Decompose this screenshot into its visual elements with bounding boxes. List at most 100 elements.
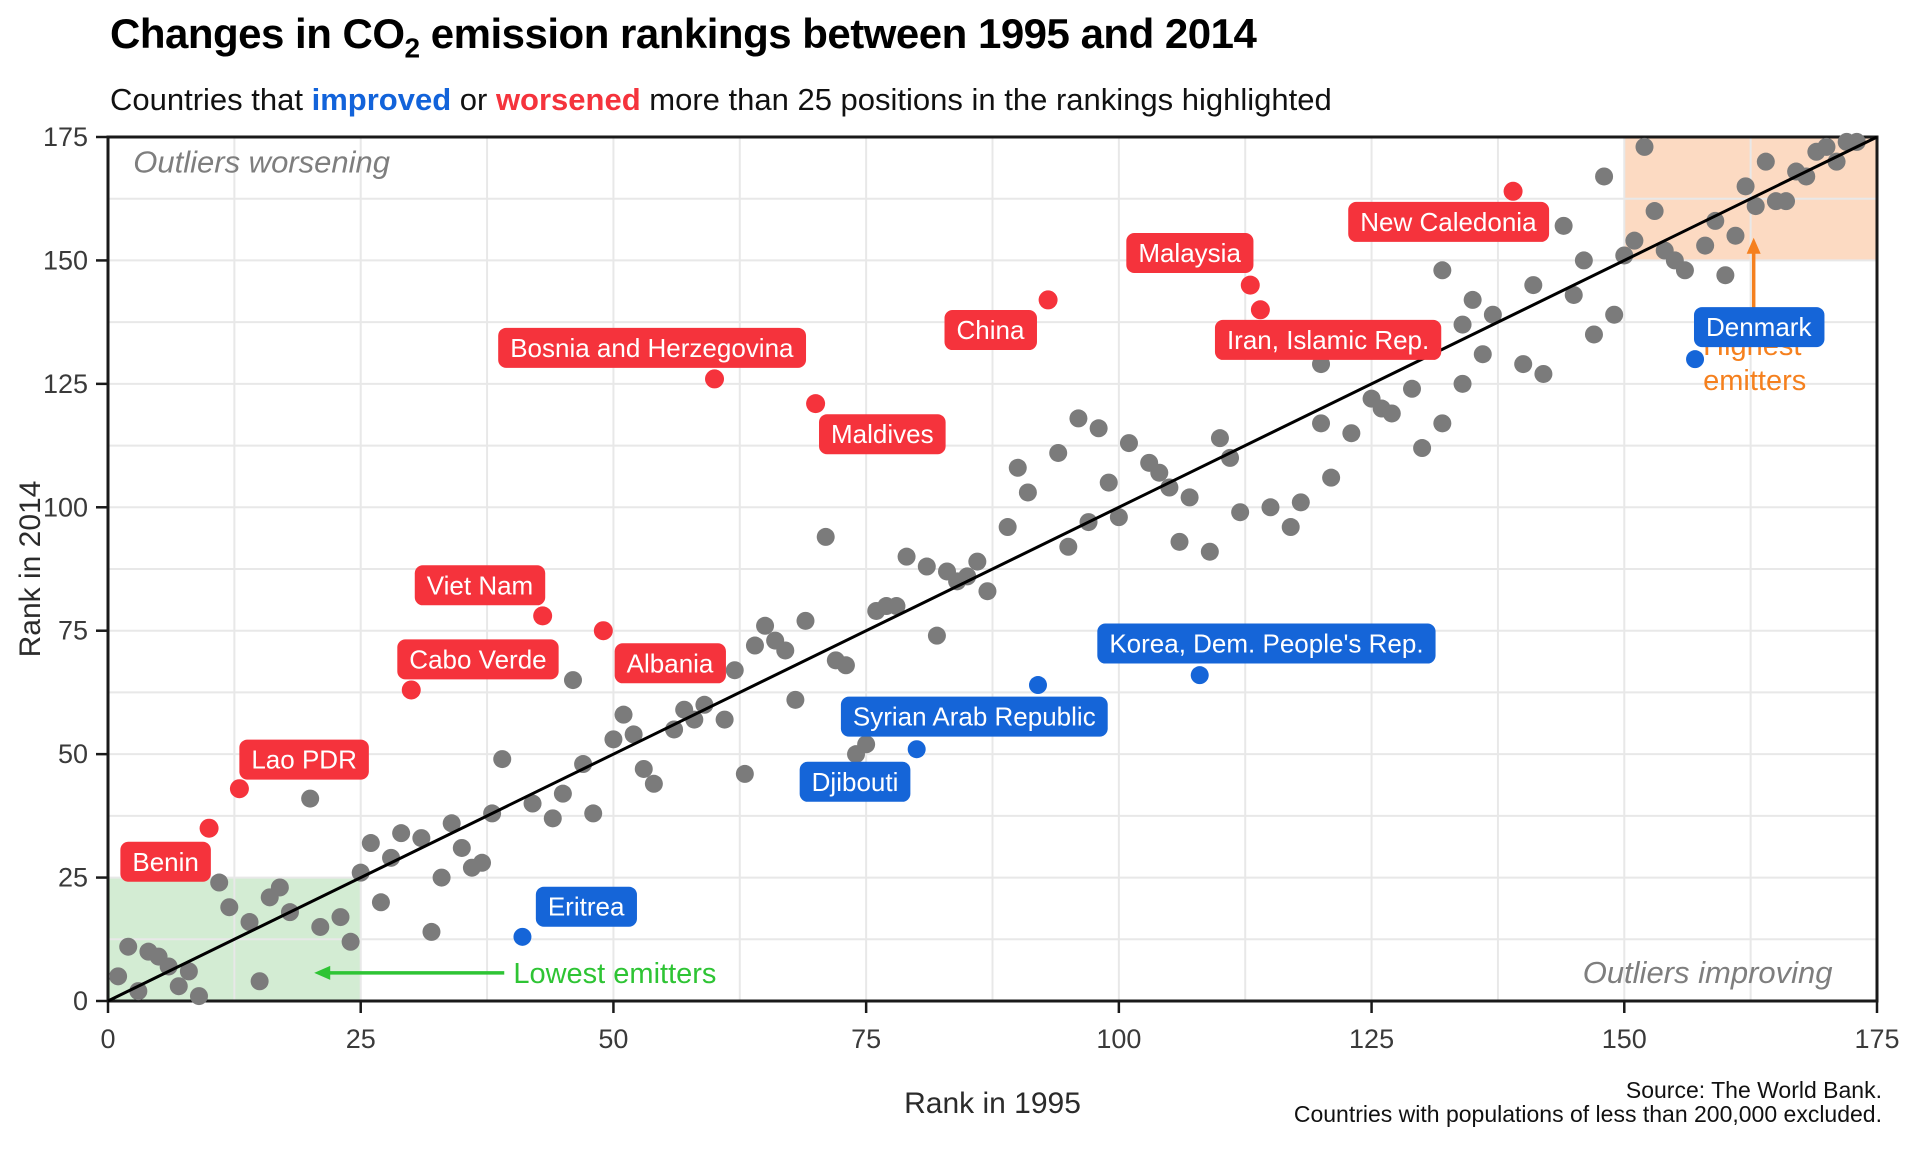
country-point: [857, 735, 876, 754]
country-label-pill: [120, 841, 211, 882]
improved-point: [513, 927, 532, 946]
worsened-label: Bosnia and Herzegovina: [498, 327, 807, 368]
country-point: [1170, 532, 1189, 551]
country-point: [1726, 226, 1745, 245]
country-point: [523, 794, 542, 813]
country-point: [543, 809, 562, 828]
country-point: [1645, 202, 1664, 221]
country-point: [1008, 458, 1027, 477]
country-label-pill: [799, 761, 911, 802]
country-label-text: Bosnia and Herzegovina: [510, 333, 794, 363]
worsened-point: [705, 369, 725, 389]
country-point: [341, 932, 360, 951]
tick-labels: 00 25 25 50 50 75 75 100 100 125 125 150 150 175 175: [43, 122, 1900, 1054]
country-label-pill: [1126, 233, 1254, 274]
country-point: [1180, 488, 1199, 507]
country-label-pill: [239, 739, 369, 780]
country-point: [715, 710, 734, 729]
x-tick-label: 100: [1096, 1024, 1141, 1054]
country-label-text: Lao PDR: [251, 745, 357, 775]
country-point: [624, 725, 643, 744]
country-label-text: Cabo Verde: [409, 644, 546, 674]
country-label-pill: [1214, 319, 1442, 360]
y-tick-label: 150: [43, 245, 88, 275]
country-point: [412, 829, 431, 848]
worsened-point: [1038, 290, 1058, 310]
country-point: [169, 977, 188, 996]
country-point: [1200, 542, 1219, 561]
country-point: [179, 962, 198, 981]
country-point: [1847, 132, 1866, 151]
worsened-label: Lao PDR: [239, 739, 369, 780]
lowest-emitters-label: Lowest emitters: [513, 958, 716, 990]
country-point: [159, 957, 178, 976]
country-point: [1574, 251, 1593, 270]
country-point: [917, 557, 936, 576]
country-point: [998, 518, 1017, 537]
country-point: [240, 913, 259, 932]
country-point: [1483, 305, 1502, 324]
worsened-point: [806, 394, 826, 414]
country-point: [1099, 473, 1118, 492]
worsened-point: [1250, 300, 1270, 320]
country-point: [1514, 355, 1533, 374]
x-tick-label: 25: [346, 1024, 376, 1054]
worsened-label: Viet Nam: [414, 565, 546, 606]
country-point: [119, 937, 138, 956]
country-point: [1322, 468, 1341, 487]
y-tick-label: 125: [43, 369, 88, 399]
country-point: [189, 987, 208, 1006]
country-point: [644, 774, 663, 793]
country-point: [695, 695, 714, 714]
country-label-text: Viet Nam: [427, 570, 533, 600]
country-point: [210, 873, 229, 892]
country-label-text: New Caledonia: [1360, 207, 1537, 237]
source-line-1: Source: The World Bank.: [1625, 1077, 1882, 1103]
country-point: [1109, 508, 1128, 527]
country-point: [1564, 285, 1583, 304]
country-point: [1605, 305, 1624, 324]
country-point: [1261, 498, 1280, 517]
country-point: [351, 863, 370, 882]
country-label-text: Korea, Dem. People's Rep.: [1109, 629, 1423, 659]
country-point: [1635, 137, 1654, 156]
improved-label: Syrian Arab Republic: [840, 696, 1108, 737]
country-point: [786, 690, 805, 709]
x-axis-title: Rank in 1995: [904, 1087, 1081, 1120]
x-tick-label: 150: [1602, 1024, 1647, 1054]
worsened-label: China: [944, 310, 1037, 351]
axis-ticks: [96, 135, 1879, 1013]
country-point: [311, 917, 330, 936]
worsened-label: New Caledonia: [1348, 201, 1550, 242]
country-point: [735, 764, 754, 783]
improved-point: [1686, 350, 1705, 369]
country-point: [1059, 537, 1078, 556]
worsened-point: [533, 606, 553, 626]
country-point: [1554, 216, 1573, 235]
country-point: [1453, 315, 1472, 334]
lowest-emitters-annotation: Lowest emitters: [314, 958, 716, 990]
country-label-pill: [1693, 307, 1825, 348]
country-point: [665, 720, 684, 739]
improved-label: Eritrea: [535, 886, 637, 927]
country-point: [604, 730, 623, 749]
country-point: [584, 804, 603, 823]
y-tick-label: 50: [58, 739, 88, 769]
country-point: [109, 967, 128, 986]
country-point: [1473, 345, 1492, 364]
country-point: [442, 814, 461, 833]
improved-point: [1028, 676, 1047, 695]
source-line-2: Countries with populations of less than …: [1293, 1101, 1882, 1127]
country-point: [371, 893, 390, 912]
country-point: [392, 824, 411, 843]
improved-label: Korea, Dem. People's Rep.: [1097, 623, 1436, 664]
country-point: [1312, 414, 1331, 433]
chart-subtitle: Countries that improved or worsened more…: [110, 82, 1332, 117]
country-labels: Benin Lao PDR Cabo Verde Viet Nam Albania Bos…: [120, 201, 1825, 927]
country-label-text: Iran, Islamic Rep.: [1227, 325, 1429, 355]
y-tick-label: 75: [58, 616, 88, 646]
country-point: [1797, 167, 1816, 186]
country-point: [493, 750, 512, 769]
country-label-pill: [414, 565, 546, 606]
